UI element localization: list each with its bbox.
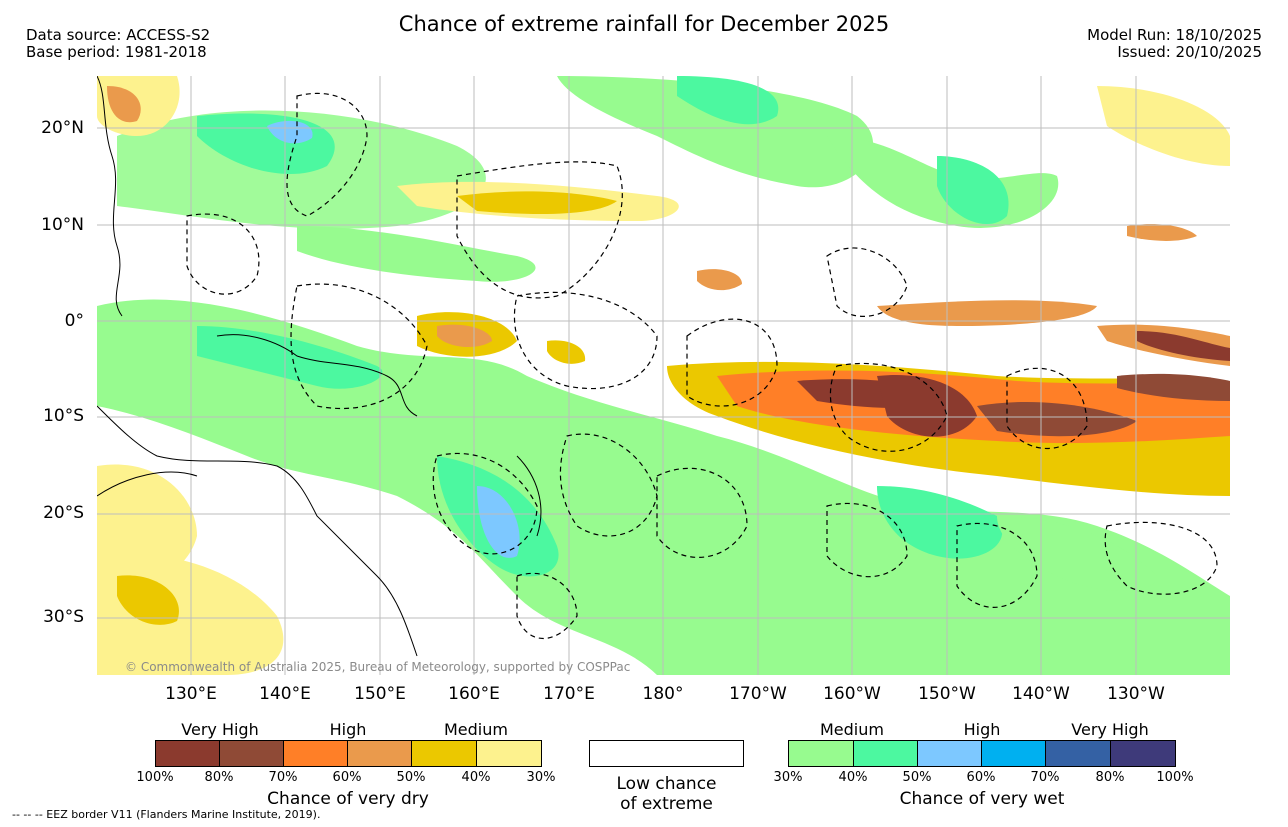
data-source-text: Data source: ACCESS-S2 bbox=[26, 26, 211, 44]
lon-label-180: 180° bbox=[642, 684, 684, 704]
dry-legend-header-high: High bbox=[329, 720, 367, 739]
lon-label-160e: 160°E bbox=[448, 684, 500, 704]
lon-label-170e: 170°E bbox=[543, 684, 595, 704]
lat-label-20n: 20°N bbox=[41, 118, 84, 138]
map-title: Chance of extreme rainfall for December … bbox=[398, 12, 890, 36]
wet-legend-swatch-1 bbox=[788, 740, 854, 767]
wet-legend-tick-60: 60% bbox=[966, 770, 996, 785]
dry-legend-swatch-2 bbox=[219, 740, 284, 767]
dry-legend-tick-100: 100% bbox=[136, 770, 174, 785]
lat-label-10s: 10°S bbox=[43, 406, 84, 426]
dry-legend-tick-50: 50% bbox=[396, 770, 426, 785]
map-canvas bbox=[97, 76, 1230, 675]
dry-legend-tick-40: 40% bbox=[461, 770, 491, 785]
dry-regions bbox=[97, 76, 1230, 675]
eez-footnote: -- -- -- EEZ border V11 (Flanders Marine… bbox=[12, 808, 321, 821]
lat-label-30s: 30°S bbox=[43, 607, 84, 627]
dry-legend-swatch-1 bbox=[155, 740, 220, 767]
dry-legend-tick-30: 30% bbox=[526, 770, 556, 785]
lon-label-170w: 170°W bbox=[729, 684, 787, 704]
graticule bbox=[97, 76, 1230, 675]
wet-legend-swatch-2 bbox=[853, 740, 918, 767]
lon-label-150w: 150°W bbox=[918, 684, 976, 704]
lon-label-140e: 140°E bbox=[259, 684, 311, 704]
wet-legend-header-high: High bbox=[963, 720, 1001, 739]
wet-legend-tick-100: 100% bbox=[1156, 770, 1194, 785]
wet-legend-tick-50: 50% bbox=[902, 770, 932, 785]
wet-legend-header-medium: Medium bbox=[820, 720, 884, 739]
lat-label-0: 0° bbox=[64, 311, 84, 331]
dry-legend-swatch-6 bbox=[476, 740, 542, 767]
wet-legend-tick-30: 30% bbox=[773, 770, 803, 785]
data-source-info: Data source: ACCESS-S2 Base period: 1981… bbox=[26, 27, 210, 61]
dry-legend-swatch-3 bbox=[283, 740, 348, 767]
wet-legend-tick-70: 70% bbox=[1030, 770, 1060, 785]
wet-legend-header-very-high: Very High bbox=[1071, 720, 1149, 739]
wet-legend-swatch-3 bbox=[917, 740, 982, 767]
wet-legend-swatch-6 bbox=[1110, 740, 1176, 767]
low-chance-swatch bbox=[589, 740, 744, 767]
lon-label-160w: 160°W bbox=[823, 684, 881, 704]
dry-legend-header-very-high: Very High bbox=[181, 720, 259, 739]
lon-label-130w: 130°W bbox=[1107, 684, 1165, 704]
wet-legend-tick-40: 40% bbox=[838, 770, 868, 785]
wet-legend-tick-80: 80% bbox=[1095, 770, 1125, 785]
copyright-text: © Commonwealth of Australia 2025, Bureau… bbox=[125, 660, 631, 674]
model-run-text: Model Run: 18/10/2025 bbox=[1087, 26, 1262, 44]
lon-label-130e: 130°E bbox=[165, 684, 217, 704]
dry-legend-caption: Chance of very dry bbox=[267, 789, 429, 809]
low-chance-caption-line1: Low chance bbox=[616, 774, 717, 794]
dry-legend-tick-70: 70% bbox=[268, 770, 298, 785]
wet-legend-swatch-5 bbox=[1045, 740, 1111, 767]
dry-legend-swatch-4 bbox=[347, 740, 412, 767]
base-period-text: Base period: 1981-2018 bbox=[26, 43, 207, 61]
dry-legend-swatch-5 bbox=[411, 740, 477, 767]
dry-legend-tick-60: 60% bbox=[332, 770, 362, 785]
eez-borders bbox=[186, 92, 1218, 640]
lat-label-10n: 10°N bbox=[41, 215, 84, 235]
wet-legend-swatch-4 bbox=[981, 740, 1046, 767]
issued-text: Issued: 20/10/2025 bbox=[1117, 43, 1262, 61]
dry-legend-header-medium: Medium bbox=[444, 720, 508, 739]
dry-legend-tick-80: 80% bbox=[204, 770, 234, 785]
lat-label-20s: 20°S bbox=[43, 503, 84, 523]
model-run-info: Model Run: 18/10/2025 Issued: 20/10/2025 bbox=[1087, 27, 1262, 61]
rainfall-map[interactable] bbox=[97, 76, 1230, 675]
low-chance-caption-line2: of extreme bbox=[620, 794, 713, 814]
wet-legend-caption: Chance of very wet bbox=[899, 789, 1065, 809]
lon-label-150e: 150°E bbox=[354, 684, 406, 704]
lon-label-140w: 140°W bbox=[1012, 684, 1070, 704]
low-chance-caption: Low chance of extreme bbox=[589, 774, 744, 814]
coastlines bbox=[97, 76, 542, 657]
